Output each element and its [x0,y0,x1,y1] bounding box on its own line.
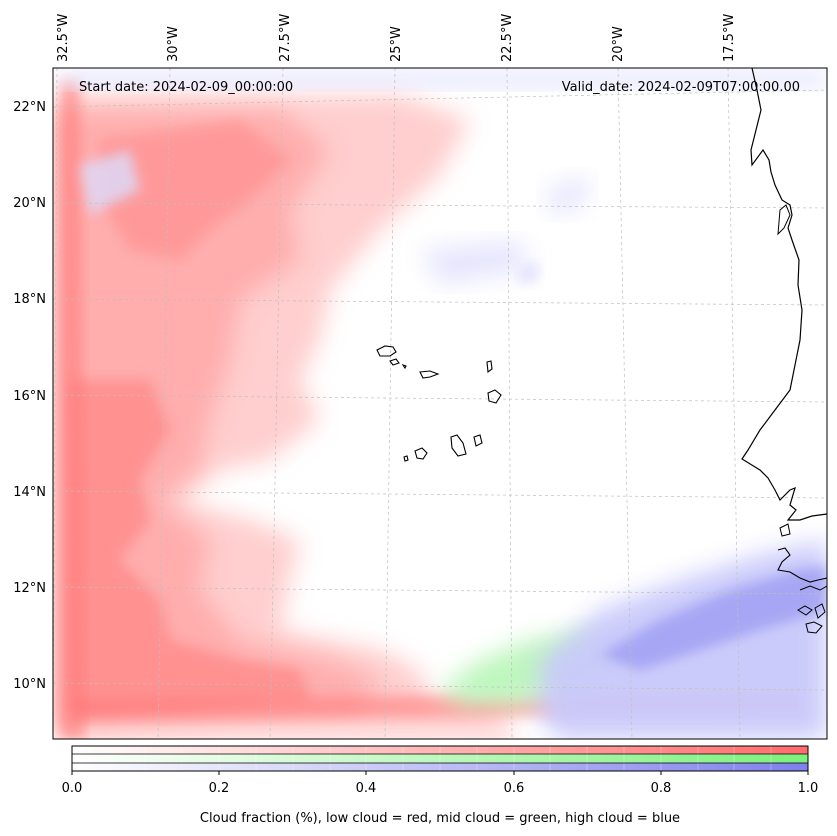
map-area [53,68,827,739]
coast-detail [799,585,827,591]
lat-label: 14°N [13,485,46,500]
lon-label: 22.5°W [500,14,515,62]
colorbar-mid-green [72,754,808,763]
low-cloud-field [53,80,805,739]
lat-label: 22°N [13,100,46,115]
lat-label: 20°N [13,196,46,211]
start-date-label: Start date: 2024-02-09_00:00:00 [79,80,293,95]
lon-label: 25°W [389,26,404,62]
colorbar-tick: 0.6 [504,781,525,796]
coast-islet [779,523,791,537]
colorbar-tick: 0.0 [62,781,83,796]
coast-islet [797,605,813,616]
graticule [53,68,827,739]
map-frame [52,67,828,740]
colorbar: 0.0 0.2 0.4 0.6 0.8 1.0 Cloud fraction (… [62,745,819,826]
colorbar-high-blue [72,763,808,771]
lat-label: 10°N [13,677,46,692]
colorbar-tick: 0.8 [651,781,672,796]
colorbar-tick: 0.2 [209,781,230,796]
colorbar-label: Cloud fraction (%), low cloud = red, mid… [200,811,680,826]
longitude-labels: 32.5°W 30°W 27.5°W 25°W 22.5°W 20°W 17.5… [56,14,737,62]
guinea-coastline [777,547,827,583]
coast-islet [805,621,823,634]
lon-label: 17.5°W [722,14,737,62]
lat-label: 16°N [13,389,46,404]
valid-date-label: Valid_date: 2024-02-09T07:00:00.00 [562,80,800,95]
coast-islet [814,603,826,619]
lat-label: 12°N [13,581,46,596]
coast-detail [777,204,791,236]
lon-label: 30°W [166,26,181,62]
colorbar-tick: 0.4 [356,781,377,796]
latitude-labels: 22°N 20°N 18°N 16°N 14°N 12°N 10°N [13,100,46,692]
colorbar-low-red [72,746,808,754]
africa-coastline [741,68,827,521]
lon-label: 20°W [611,26,626,62]
cape-verde-islands [376,345,502,462]
colorbar-tick: 1.0 [798,781,819,796]
lat-label: 18°N [13,292,46,307]
lon-label: 32.5°W [56,14,71,62]
lon-label: 27.5°W [278,14,293,62]
